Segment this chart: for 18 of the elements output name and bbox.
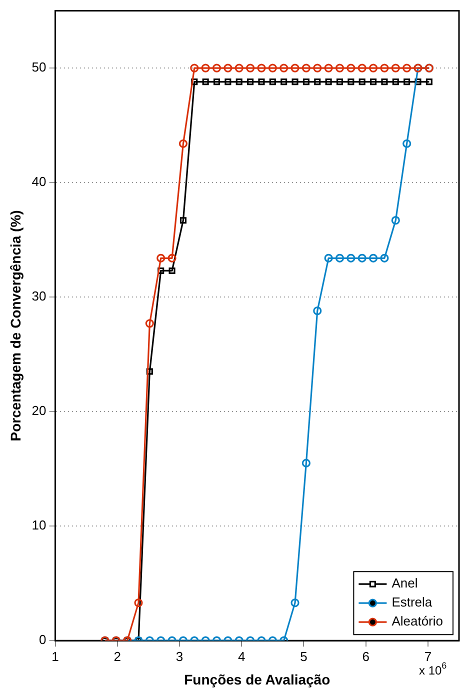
y-tick-label: 50 (32, 60, 46, 75)
x-tick-label: 1 (52, 648, 59, 664)
y-tick-label: 20 (32, 403, 46, 418)
x-tick-label: 2 (114, 648, 121, 664)
legend-label: Anel (392, 576, 418, 591)
legend-label: Estrela (392, 594, 433, 610)
x-tick-label: 3 (176, 648, 184, 664)
x-tick-label: 6 (362, 648, 370, 664)
x-tick-label: 7 (424, 648, 432, 664)
y-tick-label: 10 (32, 518, 46, 533)
y-axis-title: Porcentagem de Convergência (%) (7, 210, 24, 442)
x-axis-title: Funções de Avaliação (184, 671, 330, 688)
x-tick-label: 4 (238, 648, 246, 664)
legend-label: Aleatório (392, 614, 444, 629)
y-tick-label: 0 (39, 632, 46, 648)
y-tick-label: 40 (32, 174, 46, 190)
y-tick-label: 30 (32, 288, 46, 304)
x-tick-label: 5 (300, 648, 308, 664)
